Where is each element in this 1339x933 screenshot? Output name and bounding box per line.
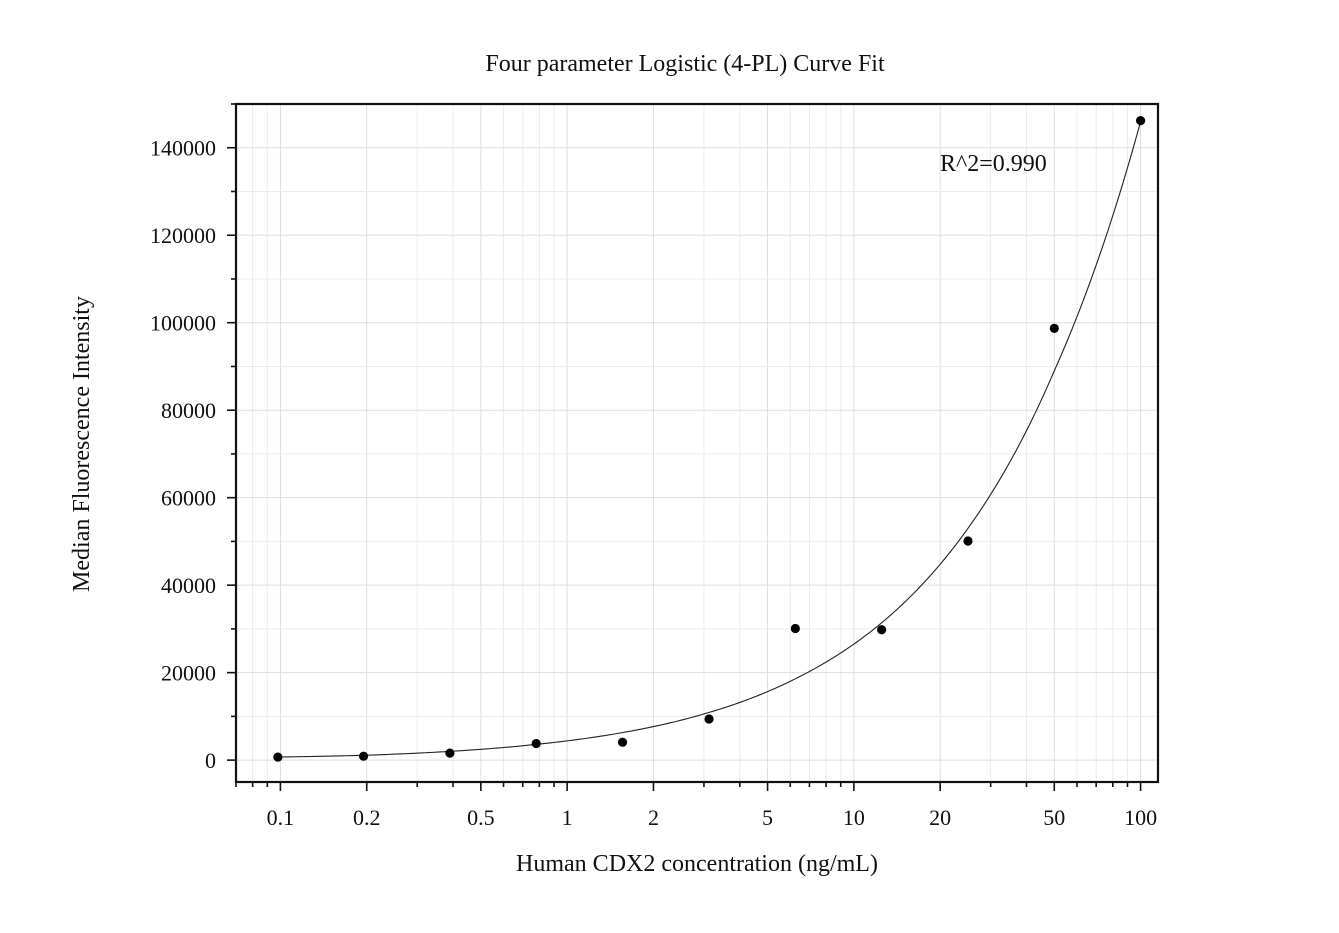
y-tick-label: 0 [205, 748, 216, 773]
data-point [877, 625, 886, 634]
x-tick-label: 20 [929, 805, 951, 830]
x-tick-label: 100 [1124, 805, 1157, 830]
data-point [1050, 324, 1059, 333]
r-squared-annotation: R^2=0.990 [940, 151, 1047, 177]
y-tick-label: 20000 [161, 661, 216, 686]
x-axis-label: Human CDX2 concentration (ng/mL) [516, 851, 878, 877]
data-point [963, 536, 972, 545]
data-points [273, 116, 1145, 762]
data-point [445, 749, 454, 758]
x-tick-labels: 0.1 0.2 0.5 1 2 5 10 20 50 100 [267, 805, 1157, 830]
x-tick-label: 0.5 [467, 805, 495, 830]
fit-curve-layer [278, 122, 1141, 758]
data-point [359, 752, 368, 761]
y-tick-label: 100000 [150, 311, 216, 336]
y-tick-label: 80000 [161, 398, 216, 423]
x-tick-label: 50 [1043, 805, 1065, 830]
data-point [618, 738, 627, 747]
data-point [532, 739, 541, 748]
data-point [791, 624, 800, 633]
data-point [704, 714, 713, 723]
x-tick-label: 0.1 [267, 805, 295, 830]
y-tick-label: 120000 [150, 223, 216, 248]
x-tick-label: 1 [562, 805, 573, 830]
y-tick-labels: 0 20000 40000 60000 80000 100000 120000 140000 [150, 136, 216, 773]
data-point [273, 752, 282, 761]
y-tick-label: 40000 [161, 573, 216, 598]
axis-ticks [227, 104, 1141, 791]
chart-title: Four parameter Logistic (4-PL) Curve Fit [485, 51, 885, 77]
y-tick-label: 140000 [150, 136, 216, 161]
y-axis-label: Median Fluorescence Intensity [69, 296, 95, 592]
x-tick-label: 0.2 [353, 805, 381, 830]
data-point [1136, 116, 1145, 125]
fit-curve [278, 122, 1141, 758]
x-tick-label: 5 [762, 805, 773, 830]
x-tick-label: 2 [648, 805, 659, 830]
y-tick-label: 60000 [161, 486, 216, 511]
x-tick-label: 10 [843, 805, 865, 830]
